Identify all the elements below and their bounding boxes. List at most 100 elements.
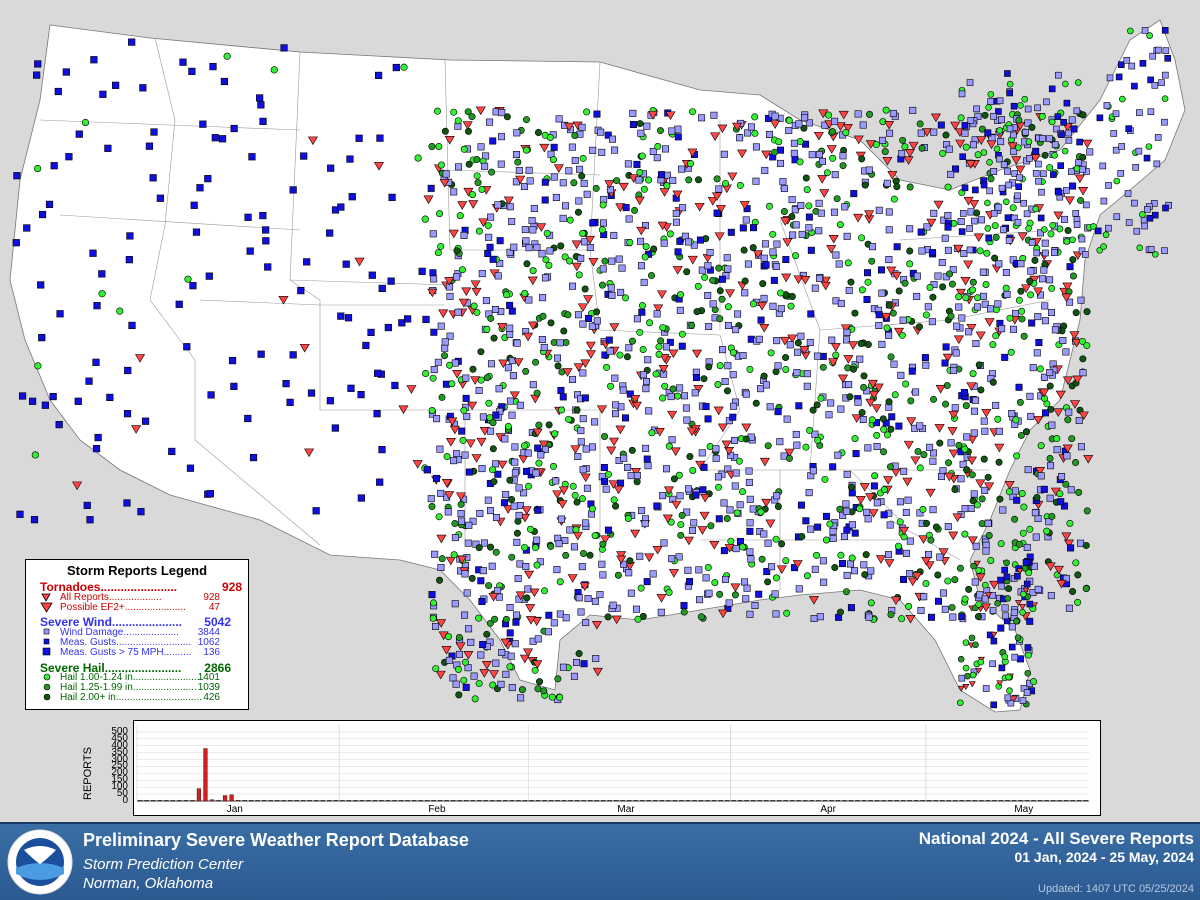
hail-report-marker (666, 230, 674, 238)
report-bar (438, 800, 443, 802)
wind-report-marker (852, 450, 860, 458)
tornado-report-marker (741, 423, 752, 433)
report-bar (398, 800, 404, 802)
tornado-report-marker (826, 245, 837, 254)
hail-report-marker (1015, 296, 1023, 304)
tornado-report-marker (439, 179, 450, 188)
tornado-report-marker (538, 440, 549, 450)
wind-report-marker (1073, 107, 1081, 115)
hail-report-marker (1048, 284, 1056, 292)
hail-report-marker (1046, 382, 1054, 390)
hail-report-marker (549, 156, 557, 164)
wind-report-marker (446, 332, 454, 340)
tornado-report-marker (707, 197, 718, 206)
tornado-report-marker (714, 232, 725, 241)
tornado-report-marker (989, 580, 1000, 590)
wind-report-marker (752, 177, 760, 185)
wind-report-marker (1128, 62, 1136, 70)
wind-report-marker (641, 222, 649, 230)
hail-report-marker (893, 183, 901, 191)
hail-report-marker (663, 182, 671, 190)
hail-report-marker (656, 127, 664, 135)
hail-report-marker (858, 286, 866, 294)
tornado-report-marker (884, 559, 895, 568)
tornado-report-marker (700, 494, 711, 503)
tornado-report-marker (1004, 481, 1015, 490)
wind-report-marker (289, 186, 297, 194)
wind-report-marker (497, 680, 505, 688)
wind-report-marker (674, 125, 682, 133)
hail-report-marker (601, 433, 609, 441)
wind-report-marker (889, 109, 897, 117)
hail-report-marker (487, 543, 495, 551)
report-bar (809, 800, 814, 802)
wind-report-marker (1118, 61, 1125, 69)
tornado-report-marker (423, 195, 434, 205)
hail-report-marker (1083, 507, 1091, 515)
hail-report-marker (901, 143, 909, 151)
wind-report-marker (1077, 443, 1085, 451)
hail-report-marker (575, 271, 583, 279)
report-bar (711, 800, 717, 802)
tornado-report-marker (567, 574, 578, 583)
wind-report-marker (86, 516, 94, 524)
hail-report-marker (885, 398, 893, 406)
hail-report-marker (981, 581, 989, 589)
hail-report-marker (448, 380, 456, 388)
report-bar (1070, 800, 1075, 802)
wind-report-marker (591, 418, 599, 426)
tornado-report-marker (656, 290, 667, 299)
wind-report-marker (980, 181, 988, 189)
hail-report-marker (760, 372, 768, 380)
wind-report-marker (875, 311, 883, 319)
hail-report-marker (783, 609, 791, 617)
hail-report-marker (792, 252, 800, 260)
wind-report-marker (937, 121, 945, 129)
wind-report-marker (695, 566, 703, 574)
wind-report-marker (1045, 518, 1053, 526)
wind-report-marker (997, 624, 1005, 632)
wind-report-marker (598, 560, 606, 568)
tornado-report-marker (840, 324, 851, 333)
wind-report-marker (441, 338, 449, 346)
report-bar (1083, 800, 1088, 802)
tornado-report-marker (468, 200, 479, 209)
hail-report-marker (659, 324, 667, 332)
hail-report-marker (464, 127, 472, 135)
tornado-report-marker (521, 506, 532, 515)
hail-report-marker (508, 496, 516, 504)
wind-report-marker (532, 469, 540, 477)
wind-report-marker (418, 267, 426, 275)
wind-report-marker (1006, 89, 1013, 97)
tornado-report-marker (693, 385, 704, 394)
wind-report-marker (908, 367, 916, 375)
y-tick-label: 150 (111, 774, 128, 786)
wind-report-marker (346, 155, 354, 163)
hail-report-marker (527, 525, 535, 533)
hail-report-marker (794, 339, 802, 347)
wind-report-marker (209, 62, 217, 71)
tornado-report-marker (826, 145, 837, 154)
hail-report-marker (796, 158, 804, 166)
report-bar (144, 800, 149, 802)
tornado-report-marker (592, 667, 603, 677)
wind-report-marker (452, 680, 460, 688)
wind-report-marker (885, 208, 893, 216)
wind-report-marker (942, 343, 950, 351)
wind-report-marker (917, 129, 925, 137)
hail-report-marker (578, 495, 586, 503)
wind-report-marker (498, 648, 506, 656)
wind-report-marker (1063, 99, 1071, 107)
wind-report-marker (525, 296, 533, 304)
wind-report-marker (469, 517, 477, 525)
hail-report-marker (992, 332, 1000, 340)
tornado-report-marker (552, 490, 563, 500)
tornado-report-marker (843, 355, 854, 364)
wind-report-marker (831, 117, 839, 125)
hail-report-marker (534, 128, 542, 136)
wind-report-marker (967, 208, 975, 216)
wind-report-marker (769, 248, 777, 256)
wind-report-marker (579, 466, 587, 474)
wind-report-marker (886, 129, 894, 137)
hail-report-marker (571, 131, 579, 139)
